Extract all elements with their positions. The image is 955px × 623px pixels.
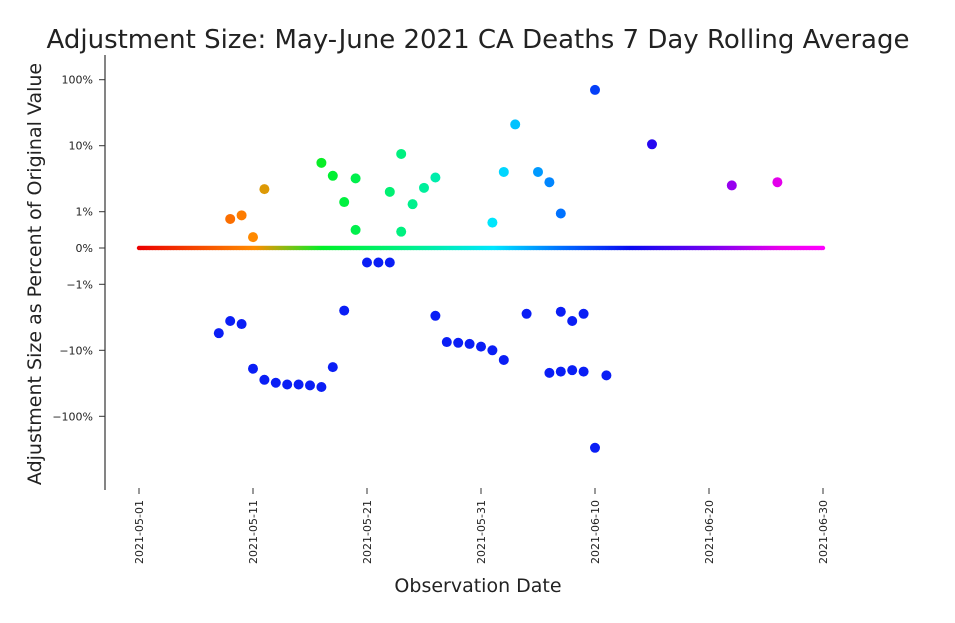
data-point [590, 84, 600, 95]
data-point [419, 182, 429, 193]
x-axis-label: Observation Date [394, 575, 561, 597]
data-point [601, 370, 612, 381]
data-point [487, 345, 498, 356]
data-point [555, 306, 566, 317]
x-axis: 2021-05-01 2021-05-11 2021-05-21 2021-05-31… [133, 488, 830, 564]
x-tick-label: 2021-05-01 [133, 500, 146, 564]
data-point [544, 367, 555, 378]
data-point [362, 257, 372, 268]
x-tick-label: 2021-05-11 [247, 500, 260, 564]
data-point [555, 208, 566, 219]
chart-title: Adjustment Size: May-June 2021 CA Deaths… [47, 25, 910, 55]
data-point [430, 172, 441, 183]
data-point [647, 139, 657, 150]
data-point [293, 379, 304, 390]
data-point [282, 379, 293, 390]
y-tick-label: −100% [52, 410, 93, 423]
baseline-dot [820, 245, 826, 251]
data-point [476, 341, 486, 352]
data-point [339, 197, 350, 208]
data-point [316, 157, 327, 168]
x-tick-label: 2021-06-30 [817, 500, 830, 564]
data-point [407, 199, 418, 210]
data-point [590, 442, 600, 453]
data-point [327, 170, 338, 181]
data-point [555, 366, 566, 377]
data-point [270, 377, 281, 388]
data-point [453, 337, 464, 348]
data-point [726, 180, 737, 191]
data-point [248, 363, 258, 374]
x-tick-label: 2021-05-31 [475, 500, 488, 564]
data-point [339, 305, 350, 316]
data-points [213, 84, 783, 453]
data-point [544, 177, 555, 188]
data-point [350, 173, 361, 184]
data-point [487, 217, 498, 228]
data-point [521, 308, 532, 319]
x-tick-label: 2021-06-10 [589, 500, 602, 564]
data-point [236, 319, 247, 330]
data-point [498, 166, 509, 177]
y-tick-label: 10% [69, 140, 93, 153]
data-point [396, 226, 407, 237]
y-tick-label: 0% [76, 242, 93, 255]
zero-baseline [136, 245, 826, 251]
data-point [305, 380, 315, 391]
data-point [578, 308, 589, 319]
data-point [316, 382, 327, 393]
data-point [384, 186, 395, 197]
data-point [213, 328, 224, 339]
x-tick-label: 2021-05-21 [361, 500, 374, 564]
data-point [578, 366, 589, 377]
data-point [327, 362, 338, 373]
data-point [248, 232, 258, 243]
y-tick-label: 100% [62, 74, 93, 87]
data-point [236, 210, 247, 221]
data-point [567, 316, 578, 327]
y-axis: 100% 10% 1% 0% −1% −10% −100% [52, 55, 106, 490]
data-point [441, 337, 452, 348]
y-axis-label: Adjustment Size as Percent of Original V… [24, 63, 46, 485]
data-point [259, 374, 270, 385]
y-tick-label: −10% [59, 344, 93, 357]
data-point [350, 224, 361, 235]
data-point [567, 365, 578, 376]
data-point [225, 316, 236, 327]
data-point [384, 257, 395, 268]
x-tick-label: 2021-06-20 [703, 500, 716, 564]
data-point [533, 166, 543, 177]
data-point [259, 184, 270, 195]
data-point [396, 148, 407, 159]
data-point [373, 257, 384, 268]
data-point [430, 310, 441, 321]
y-tick-label: −1% [66, 278, 93, 291]
data-point [498, 354, 509, 365]
data-point [464, 338, 475, 349]
y-tick-label: 1% [76, 206, 93, 219]
data-point [510, 119, 521, 130]
data-point [772, 177, 783, 188]
data-point [225, 213, 236, 224]
